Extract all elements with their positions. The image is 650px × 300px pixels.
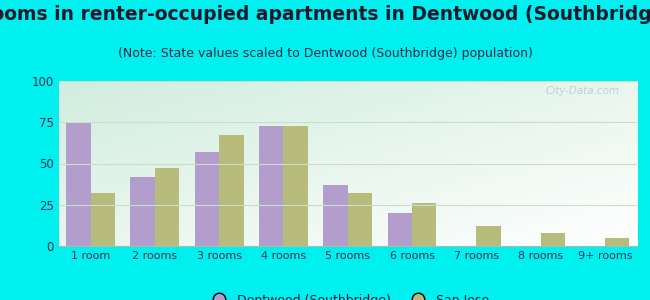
Bar — [195, 152, 219, 246]
Bar — [323, 185, 348, 246]
Legend: Dentwood (Southbridge), San Jose: Dentwood (Southbridge), San Jose — [202, 289, 494, 300]
Bar — [541, 233, 565, 246]
Bar — [605, 238, 629, 246]
Text: City-Data.com: City-Data.com — [545, 86, 619, 96]
Bar — [66, 122, 90, 246]
Text: Rooms in renter-occupied apartments in Dentwood (Southbridge): Rooms in renter-occupied apartments in D… — [0, 4, 650, 23]
Bar — [259, 125, 283, 246]
Bar — [283, 125, 308, 246]
Bar — [412, 203, 436, 246]
Bar — [476, 226, 500, 246]
Bar — [131, 177, 155, 246]
Bar — [155, 168, 179, 246]
Bar — [90, 193, 115, 246]
Bar — [387, 213, 412, 246]
Bar — [348, 193, 372, 246]
Text: (Note: State values scaled to Dentwood (Southbridge) population): (Note: State values scaled to Dentwood (… — [118, 46, 532, 59]
Bar — [219, 135, 244, 246]
